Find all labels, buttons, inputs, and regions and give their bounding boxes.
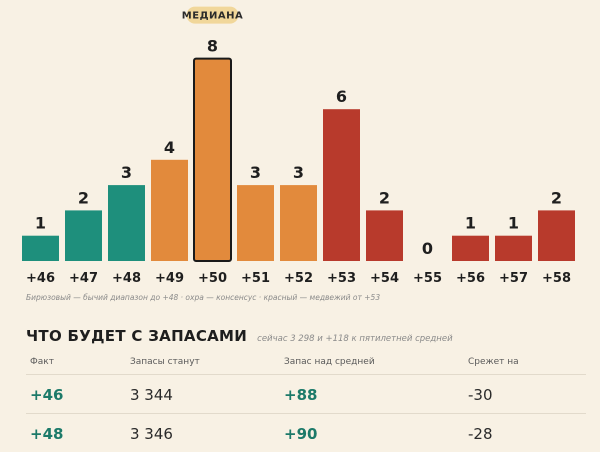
- chart-caption: Бирюзовый — бычий диапазон до +48 · охра…: [26, 293, 381, 302]
- inventory-section-header: ЧТО БУДЕТ С ЗАПАСАМИ сейчас 3 298 и +118…: [26, 327, 453, 345]
- value-label: 1: [508, 214, 519, 233]
- bar: [22, 235, 59, 261]
- forecast-bar-chart: 1 +46 2 +47 3 +48 4 +49 8 +50 МЕДИАНА 3 +51 3 +52 6 +53 2…: [22, 6, 575, 286]
- table-row: +46 3 344 +88 -30: [26, 374, 586, 413]
- table-header-row: Факт Запасы станут Запас над средней Сре…: [26, 352, 586, 374]
- stocks-value: 3 346: [130, 425, 173, 443]
- value-label: 4: [164, 138, 175, 157]
- column-header-fact: Факт: [30, 357, 54, 367]
- value-label: 2: [551, 188, 562, 207]
- value-label: 0: [422, 239, 433, 258]
- inventory-table: Факт Запасы станут Запас над средней Сре…: [26, 352, 586, 452]
- category-label: +52: [284, 271, 313, 286]
- category-label: +57: [499, 271, 528, 286]
- surplus-value: +88: [284, 386, 318, 404]
- column-header-cut: Срежет на: [468, 357, 519, 367]
- bar: [452, 235, 489, 261]
- bar: [495, 235, 532, 261]
- fact-value: +48: [30, 425, 64, 443]
- category-label: +53: [327, 271, 356, 286]
- bar: [323, 109, 360, 261]
- value-label: 3: [121, 163, 132, 182]
- category-label: +49: [155, 271, 184, 286]
- category-label: +55: [413, 271, 442, 286]
- bar: [108, 185, 145, 261]
- bar: [538, 210, 575, 261]
- category-label: +50: [198, 271, 227, 286]
- median-badge: [186, 6, 239, 24]
- value-label: 2: [78, 188, 89, 207]
- category-label: +58: [542, 271, 571, 286]
- category-label: +56: [456, 271, 485, 286]
- bar: [193, 57, 232, 262]
- category-label: +47: [69, 271, 98, 286]
- value-label: 6: [336, 87, 347, 106]
- value-label: 3: [293, 163, 304, 182]
- value-label: 1: [465, 214, 476, 233]
- bar: [151, 159, 188, 261]
- fact-value: +46: [30, 386, 64, 404]
- median-label: МЕДИАНА: [182, 11, 243, 22]
- value-label: 2: [379, 188, 390, 207]
- section-title: ЧТО БУДЕТ С ЗАПАСАМИ: [26, 327, 248, 345]
- column-header-stocks: Запасы станут: [130, 357, 200, 367]
- bar: [237, 185, 274, 261]
- section-subtitle: сейчас 3 298 и +118 к пятилетней средней: [257, 334, 453, 344]
- table-row: +48 3 346 +90 -28: [26, 413, 586, 452]
- bar: [366, 210, 403, 261]
- column-header-surplus: Запас над средней: [284, 357, 375, 367]
- stocks-value: 3 344: [130, 386, 173, 404]
- value-label: 8: [207, 37, 218, 56]
- category-label: +46: [26, 271, 55, 286]
- category-label: +54: [370, 271, 399, 286]
- value-label: 3: [250, 163, 261, 182]
- bar: [65, 210, 102, 261]
- surplus-value: +90: [284, 425, 318, 443]
- category-label: +51: [241, 271, 270, 286]
- bar: [280, 185, 317, 261]
- cut-value: -30: [468, 386, 493, 404]
- value-label: 1: [35, 214, 46, 233]
- cut-value: -28: [468, 425, 493, 443]
- category-label: +48: [112, 271, 141, 286]
